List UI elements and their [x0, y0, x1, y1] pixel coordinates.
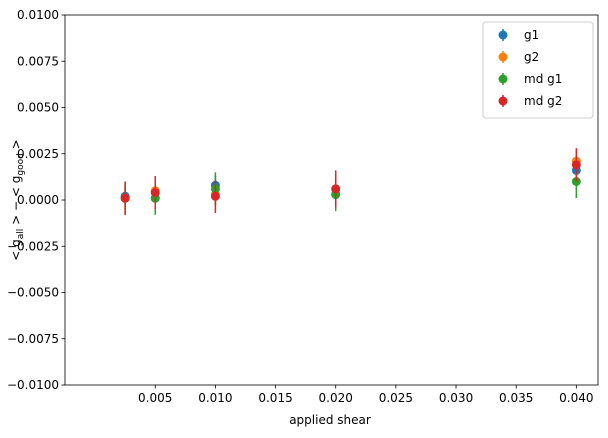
- y-label-sub: all: [16, 229, 26, 240]
- y-label-part: < g: [9, 239, 23, 261]
- y-tick-label: 0.0075: [17, 54, 59, 68]
- y-label-sub: good: [16, 153, 26, 175]
- x-tick-label: 0.040: [559, 391, 593, 405]
- y-axis-label: < gall > − < ggood >: [9, 139, 26, 260]
- y-tick-label: 0.0025: [17, 147, 59, 161]
- y-tick-label: −0.0100: [7, 378, 59, 392]
- legend-label: g1: [524, 28, 539, 42]
- y-tick-label: −0.0025: [7, 239, 59, 253]
- point: [150, 188, 160, 198]
- x-tick-label: 0.035: [499, 391, 533, 405]
- point: [331, 184, 341, 194]
- y-tick-label: −0.0075: [7, 332, 59, 346]
- legend-marker: [498, 96, 508, 106]
- y-tick-label: 0.0100: [17, 8, 59, 22]
- legend-label: md g1: [524, 72, 562, 86]
- legend-marker: [498, 52, 508, 62]
- y-label-part: >: [9, 139, 23, 153]
- point: [210, 191, 220, 201]
- legend-label: g2: [524, 50, 539, 64]
- x-tick-label: 0.015: [258, 391, 292, 405]
- legend-label: md g2: [524, 94, 562, 108]
- y-tick-label: 0.0000: [17, 193, 59, 207]
- x-tick-label: 0.020: [319, 391, 353, 405]
- legend-marker: [498, 30, 508, 40]
- point: [120, 193, 130, 203]
- legend-box: [482, 21, 594, 119]
- legend-marker: [498, 74, 508, 84]
- y-label-part: > − < g: [9, 176, 23, 229]
- x-tick-label: 0.010: [198, 391, 232, 405]
- y-tick-label: −0.0050: [7, 286, 59, 300]
- x-axis-label: applied shear: [289, 413, 371, 427]
- x-tick-label: 0.030: [439, 391, 473, 405]
- y-tick-label: 0.0050: [17, 101, 59, 115]
- x-tick-label: 0.005: [138, 391, 172, 405]
- x-tick-label: 0.025: [379, 391, 413, 405]
- point: [571, 160, 581, 170]
